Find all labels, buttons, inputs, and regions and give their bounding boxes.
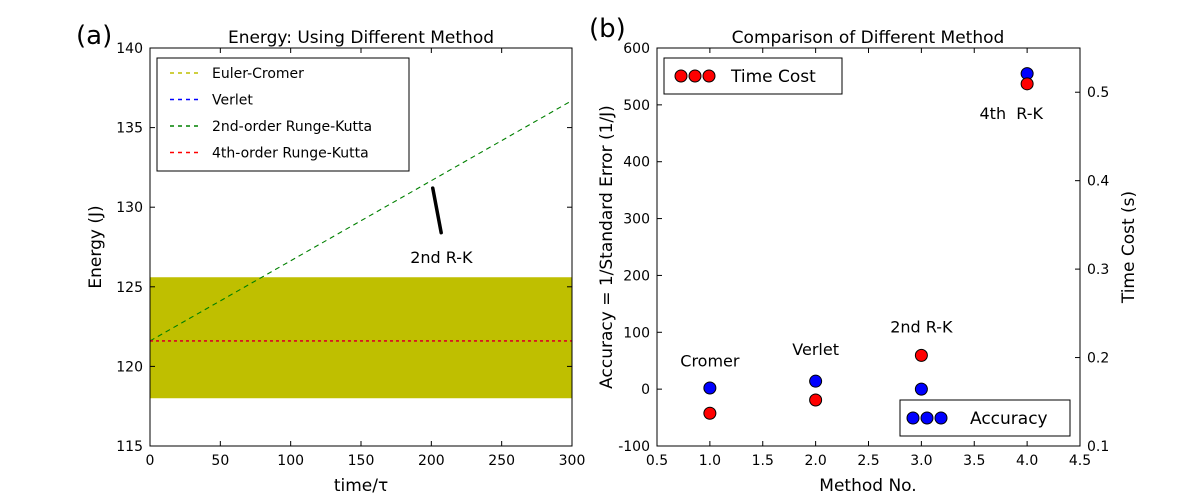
legend-box (156, 57, 410, 172)
legend-time-cost: Time Cost (663, 57, 843, 95)
y-tick-label: 125 (116, 280, 143, 296)
x-tick-label: 50 (211, 453, 229, 469)
legend: Euler-Cromer Verlet 2nd-order Runge-Kutta 4… (156, 57, 410, 172)
x-tick-label: 3.0 (910, 453, 932, 469)
method-label: 2nd R-K (890, 317, 953, 336)
panel-b-y-axis-label-left: Accuracy = 1/Standard Error (1/J) (597, 105, 617, 389)
x-tick-label: 0.5 (646, 453, 668, 469)
y-tick-label-right: 0.3 (1087, 262, 1109, 278)
y-tick-label: 600 (623, 41, 650, 57)
time-cost-point (1020, 77, 1034, 91)
legend-entry: 4th-order Runge-Kutta (212, 146, 369, 162)
legend-entry: Time Cost (730, 67, 816, 87)
legend-entry: 2nd-order Runge-Kutta (212, 119, 372, 135)
time-cost-point (703, 406, 717, 420)
legend-marker (702, 69, 716, 83)
x-tick-label: 4.5 (1069, 453, 1091, 469)
y-tick-label: -100 (618, 439, 650, 455)
x-tick-label: 150 (348, 453, 375, 469)
panel-b-title: Comparison of Different Method (732, 28, 1005, 48)
legend-marker (934, 411, 948, 425)
y-tick-label: 0 (641, 382, 650, 398)
x-tick-label: 3.5 (963, 453, 985, 469)
y-tick-label: 500 (623, 98, 650, 114)
y-tick-label: 140 (116, 41, 143, 57)
y-tick-label-right: 0.2 (1087, 351, 1109, 367)
panel-b-y-axis-label-right: Time Cost (s) (1119, 191, 1139, 304)
y-tick-label-right: 0.1 (1087, 439, 1109, 455)
method-label: 4th R-K (980, 104, 1044, 123)
panel-b-plot-area: 0.5 1.0 1.5 2.0 2.5 3.0 3.5 4.0 4.5 -100 0 100 200 30… (618, 41, 1109, 469)
x-tick-label: 300 (559, 453, 586, 469)
method-label: Verlet (792, 340, 839, 359)
panel-a-plot-area: 2nd R-K 0 50 100 150 200 250 300 115 120 125 130 135… (116, 41, 585, 469)
y-tick-label: 130 (116, 200, 143, 216)
panel-b-x-axis-label: Method No. (819, 476, 916, 496)
time-cost-point (809, 393, 823, 407)
x-tick-label: 2.0 (804, 453, 826, 469)
panel-a-label: (a) (76, 21, 112, 51)
y-tick-label: 300 (623, 212, 650, 228)
y-tick-label: 100 (623, 325, 650, 341)
accuracy-point (914, 382, 928, 396)
legend-entry: Verlet (212, 93, 253, 109)
x-tick-label: 200 (418, 453, 445, 469)
method-label: Cromer (680, 351, 740, 370)
x-tick-label: 0 (146, 453, 155, 469)
legend-entry: Accuracy (970, 409, 1048, 429)
x-tick-label: 2.5 (857, 453, 879, 469)
panel-a-title: Energy: Using Different Method (228, 28, 494, 48)
x-tick-label: 1.5 (752, 453, 774, 469)
panel-a-energy-chart: (a) Energy: Using Different Method 2nd R… (76, 21, 585, 496)
euler-cromer-band (150, 277, 572, 399)
y-tick-label: 115 (116, 439, 143, 455)
annotation-label: 2nd R-K (410, 248, 473, 267)
legend-marker (920, 411, 934, 425)
x-tick-label: 4.0 (1016, 453, 1038, 469)
accuracy-point (809, 374, 823, 388)
x-tick-label: 100 (277, 453, 304, 469)
legend-marker (906, 411, 920, 425)
time-cost-point (914, 348, 928, 362)
y-tick-label: 135 (116, 121, 143, 137)
panel-b-comparison-chart: (b) Comparison of Different Method 0.5 1.… (589, 14, 1139, 496)
legend-marker (688, 69, 702, 83)
x-tick-label: 250 (488, 453, 515, 469)
panel-a-x-axis-label: time/τ (334, 476, 388, 496)
annotation-arrow (430, 186, 443, 235)
y-tick-label-right: 0.4 (1087, 174, 1109, 190)
legend-entry: Euler-Cromer (212, 66, 304, 82)
panel-b-label: (b) (589, 14, 626, 44)
y-tick-label: 200 (623, 268, 650, 284)
y-tick-label-right: 0.5 (1087, 85, 1109, 101)
legend-accuracy: Accuracy (899, 399, 1071, 437)
x-tick-label: 1.0 (699, 453, 721, 469)
legend-marker (674, 69, 688, 83)
y-tick-label: 400 (623, 155, 650, 171)
accuracy-point (703, 381, 717, 395)
panel-a-y-axis-label: Energy (J) (86, 205, 106, 288)
y-tick-label: 120 (116, 359, 143, 375)
